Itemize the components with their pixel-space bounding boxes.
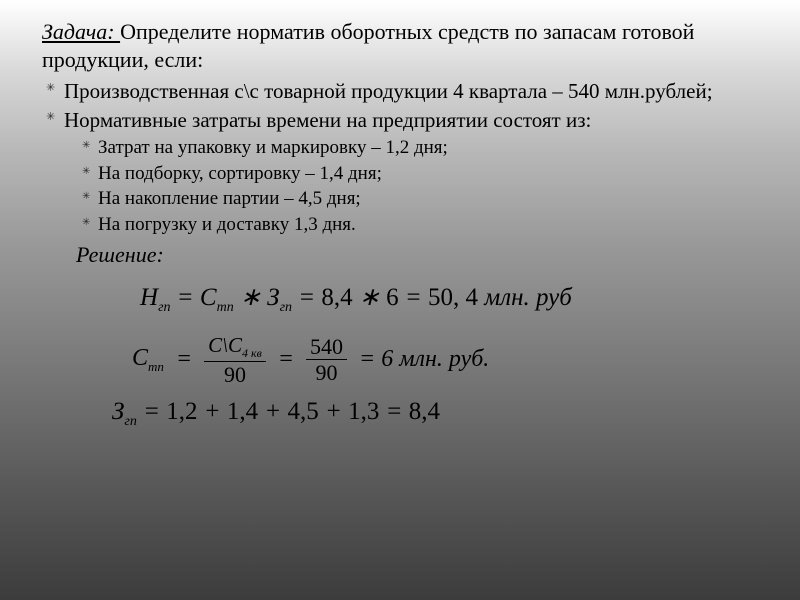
f2-lhs: Стп [132, 345, 164, 375]
f2-eq1: = [176, 346, 192, 373]
f1-r2-var: З [267, 284, 279, 311]
bullet-1: Производственная с\с товарной продукции … [46, 78, 766, 105]
f2-frac1-bot: 90 [224, 362, 246, 386]
f1-r2-sub: гп [280, 300, 292, 315]
f2-frac1: С\С4 кв 90 [204, 334, 266, 386]
f3-v2: 1,4 [227, 398, 258, 425]
f1-eq1: = [298, 284, 321, 311]
f1-op1: ∗ [240, 284, 267, 311]
sub-bullets: Затрат на упаковку и маркировку – 1,2 дн… [82, 136, 766, 238]
f1-unit: млн. руб [484, 284, 572, 311]
sub-bullet-2: На подборку, сортировку – 1,4 дня; [82, 162, 766, 187]
f3-v3: 4,5 [287, 398, 318, 425]
f2-frac2-top: 540 [306, 335, 347, 360]
f1-eq0: = [177, 284, 200, 311]
f2-eq3: = [359, 346, 375, 373]
f1-eq2: = [405, 284, 428, 311]
f2-frac1-top: С\С4 кв [204, 334, 266, 362]
f3-v1: 1,2 [166, 398, 197, 425]
formula-1: Нгп = Стп ∗ Згп = 8,4 ∗ 6 = 50, 4 млн. р… [140, 282, 766, 316]
sub-bullet-4: На погрузку и доставку 1,3 дня. [82, 213, 766, 238]
f2-lhs-var: С [132, 345, 148, 371]
f3-eq2: = [386, 398, 409, 425]
formula-2: Стп = С\С4 кв 90 = 540 90 = 6 млн. руб. [132, 334, 766, 386]
main-bullets: Производственная с\с товарной продукции … [46, 78, 766, 134]
f1-v1: 8,4 [321, 284, 352, 311]
bullet-2: Нормативные затраты времени на предприят… [46, 107, 766, 134]
formula-3: Згп = 1,2 + 1,4 + 4,5 + 1,3 = 8,4 [112, 398, 766, 430]
task-title: Задача: Определите норматив оборотных ср… [42, 18, 766, 74]
f1-res: 50, 4 [428, 284, 484, 311]
sub-bullet-1: Затрат на упаковку и маркировку – 1,2 дн… [82, 136, 766, 161]
f3-eq: = [143, 398, 166, 425]
f1-r1-sub: тп [217, 300, 234, 315]
f1-lhs-sub: гп [158, 300, 170, 315]
task-prefix: Задача: [42, 19, 120, 44]
f2-lhs-sub: тп [148, 359, 164, 374]
solution-label: Решение: [76, 242, 766, 268]
f2-eq2: = [278, 346, 294, 373]
formula-area: Нгп = Стп ∗ Згп = 8,4 ∗ 6 = 50, 4 млн. р… [42, 282, 766, 430]
slide: Задача: Определите норматив оборотных ср… [0, 0, 800, 600]
f1-op2: ∗ [359, 284, 386, 311]
task-text: Определите норматив оборотных средств по… [42, 19, 694, 72]
f2-result: 6 млн. руб. [381, 346, 489, 373]
f3-p3: + [325, 398, 348, 425]
f3-lhs-var: З [112, 398, 124, 425]
sub-bullet-3: На накопление партии – 4,5 дня; [82, 187, 766, 212]
f3-v4: 1,3 [348, 398, 379, 425]
f1-lhs-var: Н [140, 284, 158, 311]
f3-p2: + [264, 398, 287, 425]
f2-frac2-bot: 90 [316, 360, 338, 384]
f3-lhs-sub: гп [124, 414, 136, 429]
f1-v2: 6 [386, 284, 405, 311]
f3-res: 8,4 [409, 398, 440, 425]
f3-p1: + [204, 398, 227, 425]
f1-r1-var: С [200, 284, 217, 311]
f2-frac1-top-b: 4 кв [242, 346, 262, 360]
f2-frac2: 540 90 [306, 335, 347, 384]
f2-frac1-top-a: С\С [208, 333, 242, 357]
